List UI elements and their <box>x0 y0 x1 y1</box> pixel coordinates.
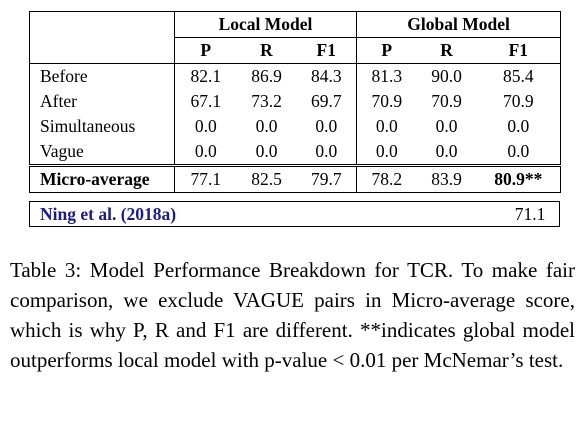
table-cell: 84.3 <box>296 63 358 89</box>
table-cell: 82.5 <box>236 165 297 193</box>
table-cell: 81.3 <box>371 66 403 86</box>
results-table-container: Local Model Global Model P R F1 P R F1 B… <box>29 11 562 193</box>
micro-average-row: Micro-average 77.1 82.5 79.7 78.2 83.9 8… <box>29 165 562 193</box>
table-cell: 82.1 <box>190 66 222 86</box>
table-cell: 78.2 <box>356 165 417 193</box>
table-caption: Table 3: Model Performance Breakdown for… <box>10 258 575 372</box>
row-label: Vague <box>29 139 175 167</box>
best-score-cell: 80.9** <box>476 165 562 193</box>
table-cell: 70.9 <box>431 91 462 111</box>
table-cell: 0.0 <box>236 139 297 167</box>
table-cell: 0.0 <box>435 116 458 136</box>
table-cell: 67.1 <box>190 91 222 111</box>
local-r-header: R <box>236 37 297 64</box>
reference-citation-link[interactable]: Ning et al. (2018a) <box>40 204 177 224</box>
reference-row: Ning et al. (2018a) 71.1 <box>29 201 560 227</box>
row-label: After <box>29 89 175 114</box>
group-header-row: Local Model Global Model <box>29 11 562 38</box>
table-cell: 85.4 <box>476 63 562 89</box>
table-cell: 70.9 <box>371 91 403 111</box>
table-cell: 79.7 <box>296 165 358 193</box>
global-model-header: Global Model <box>356 11 562 38</box>
reference-score: 71.1 <box>514 204 546 224</box>
table-cell: 0.0 <box>174 139 237 167</box>
table-cell: 70.9 <box>476 89 562 114</box>
global-r-header: R <box>416 37 477 64</box>
table-row: After 67.1 73.2 69.7 70.9 70.9 70.9 <box>29 89 562 114</box>
micro-average-label: Micro-average <box>29 165 175 193</box>
table-cell: 90.0 <box>431 66 462 86</box>
table-cell: 73.2 <box>251 91 282 111</box>
table-row: Vague 0.0 0.0 0.0 0.0 0.0 0.0 <box>29 139 562 167</box>
table-cell: 0.0 <box>296 114 358 139</box>
row-label: Simultaneous <box>29 114 175 139</box>
local-f1-header: F1 <box>296 37 358 64</box>
table-cell: 69.7 <box>296 89 358 114</box>
table-cell: 77.1 <box>174 165 237 193</box>
table-cell: 86.9 <box>251 66 282 86</box>
global-p-header: P <box>356 37 417 64</box>
sub-header-row: P R F1 P R F1 <box>29 37 562 64</box>
local-p-header: P <box>174 37 237 64</box>
table-cell: 0.0 <box>356 139 417 167</box>
table-cell: 83.9 <box>416 165 477 193</box>
table-row: Simultaneous 0.0 0.0 0.0 0.0 0.0 0.0 <box>29 114 562 139</box>
global-f1-header: F1 <box>476 37 562 64</box>
table-cell: 0.0 <box>416 139 477 167</box>
table-cell: 0.0 <box>476 114 562 139</box>
table-cell: 0.0 <box>255 116 278 136</box>
table-cell: 0.0 <box>375 116 398 136</box>
local-model-header: Local Model <box>174 11 358 38</box>
corner-cell-lower <box>29 37 175 64</box>
table-cell: 0.0 <box>296 139 358 167</box>
table-row: Before 82.1 86.9 84.3 81.3 90.0 85.4 <box>29 63 562 89</box>
row-label: Before <box>29 63 175 89</box>
results-table: Local Model Global Model P R F1 P R F1 B… <box>29 11 562 193</box>
corner-cell <box>29 11 175 38</box>
table-cell: 0.0 <box>476 139 562 167</box>
table-cell: 0.0 <box>194 116 217 136</box>
